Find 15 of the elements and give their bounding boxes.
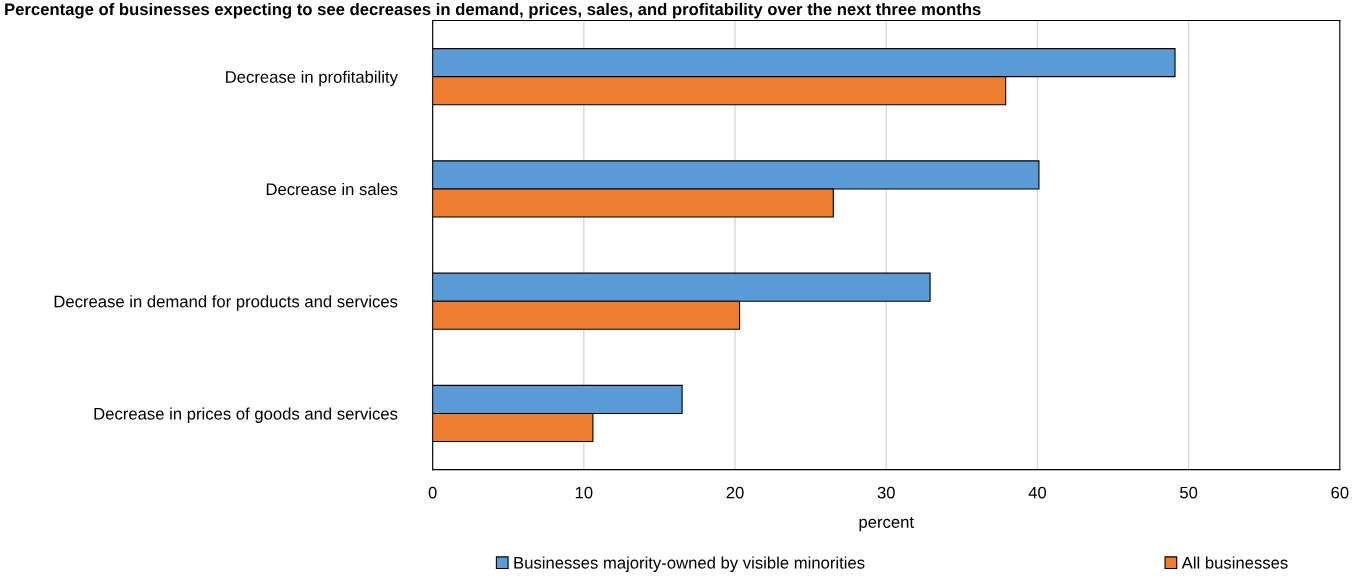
legend-label: All businesses bbox=[1181, 556, 1288, 569]
chart-title: Percentage of businesses expecting to see decreases in demand, prices, sales, and profitability over the next three months bbox=[5, 2, 981, 19]
x-tick-label: 0 bbox=[428, 486, 437, 499]
x-tick-label: 50 bbox=[1180, 486, 1198, 499]
x-tick-label: 30 bbox=[877, 486, 895, 499]
y-tick-label: Decrease in demand for products and services bbox=[54, 295, 398, 311]
x-axis-title: percent bbox=[859, 516, 914, 532]
legend-label: Businesses majority-owned by visible minorities bbox=[514, 556, 865, 572]
x-tick-label: 60 bbox=[1331, 486, 1349, 499]
y-tick-label: Decrease in profitability bbox=[226, 70, 398, 87]
y-tick-label: Decrease in sales bbox=[266, 182, 398, 196]
y-tick-label: Decrease in prices of goods and services bbox=[94, 407, 398, 423]
x-tick-label: 20 bbox=[726, 486, 744, 499]
x-tick-label: 40 bbox=[1028, 486, 1047, 499]
x-tick-label: 10 bbox=[575, 486, 593, 499]
